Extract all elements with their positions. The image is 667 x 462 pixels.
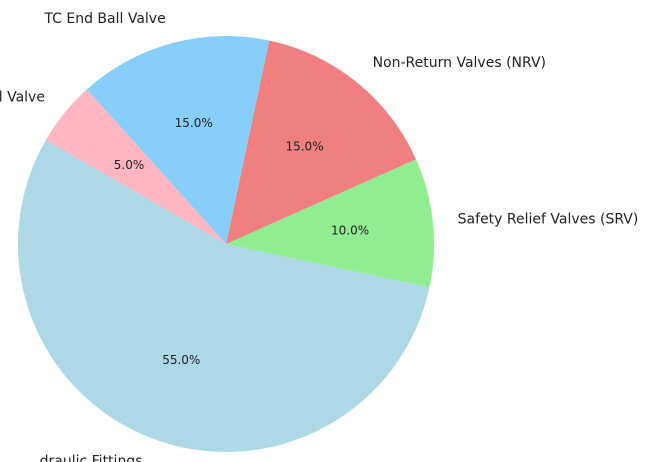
pie-slice-ball-valve (45, 89, 226, 244)
pie-slice-safety-relief-valves-srv (226, 159, 435, 288)
category-label-tc-end-ball-valve: TC End Ball Valve (43, 11, 165, 27)
percent-label-tc-end-ball-valve: 15.0% (175, 116, 213, 130)
percent-labels-layer: 55.0% 10.0% 15.0% 15.0% 5.0% (114, 116, 369, 367)
percent-label-safety-relief-valves-srv: 10.0% (331, 223, 369, 237)
pie-slice-tc-end-ball-valve (86, 35, 270, 244)
percent-label-non-return-valves-nrv: 15.0% (285, 140, 323, 154)
category-label-hydraulic-fittings: draulic Fittings (40, 453, 143, 462)
percent-label-ball-valve: 5.0% (114, 158, 145, 172)
slices-layer (18, 35, 435, 452)
pie-slice-non-return-valves-nrv (226, 40, 417, 244)
pie-slice-hydraulic-fittings (18, 140, 430, 452)
category-label-ball-valve: Ball Valve (0, 89, 45, 105)
category-label-non-return-valves-nrv: Non-Return Valves (NRV) (373, 55, 546, 71)
category-label-safety-relief-valves-srv: Safety Relief Valves (SRV) (458, 212, 639, 228)
category-labels-layer: draulic Fittings Safety Relief Valves (SR… (0, 11, 638, 462)
percent-label-hydraulic-fittings: 55.0% (162, 353, 200, 367)
